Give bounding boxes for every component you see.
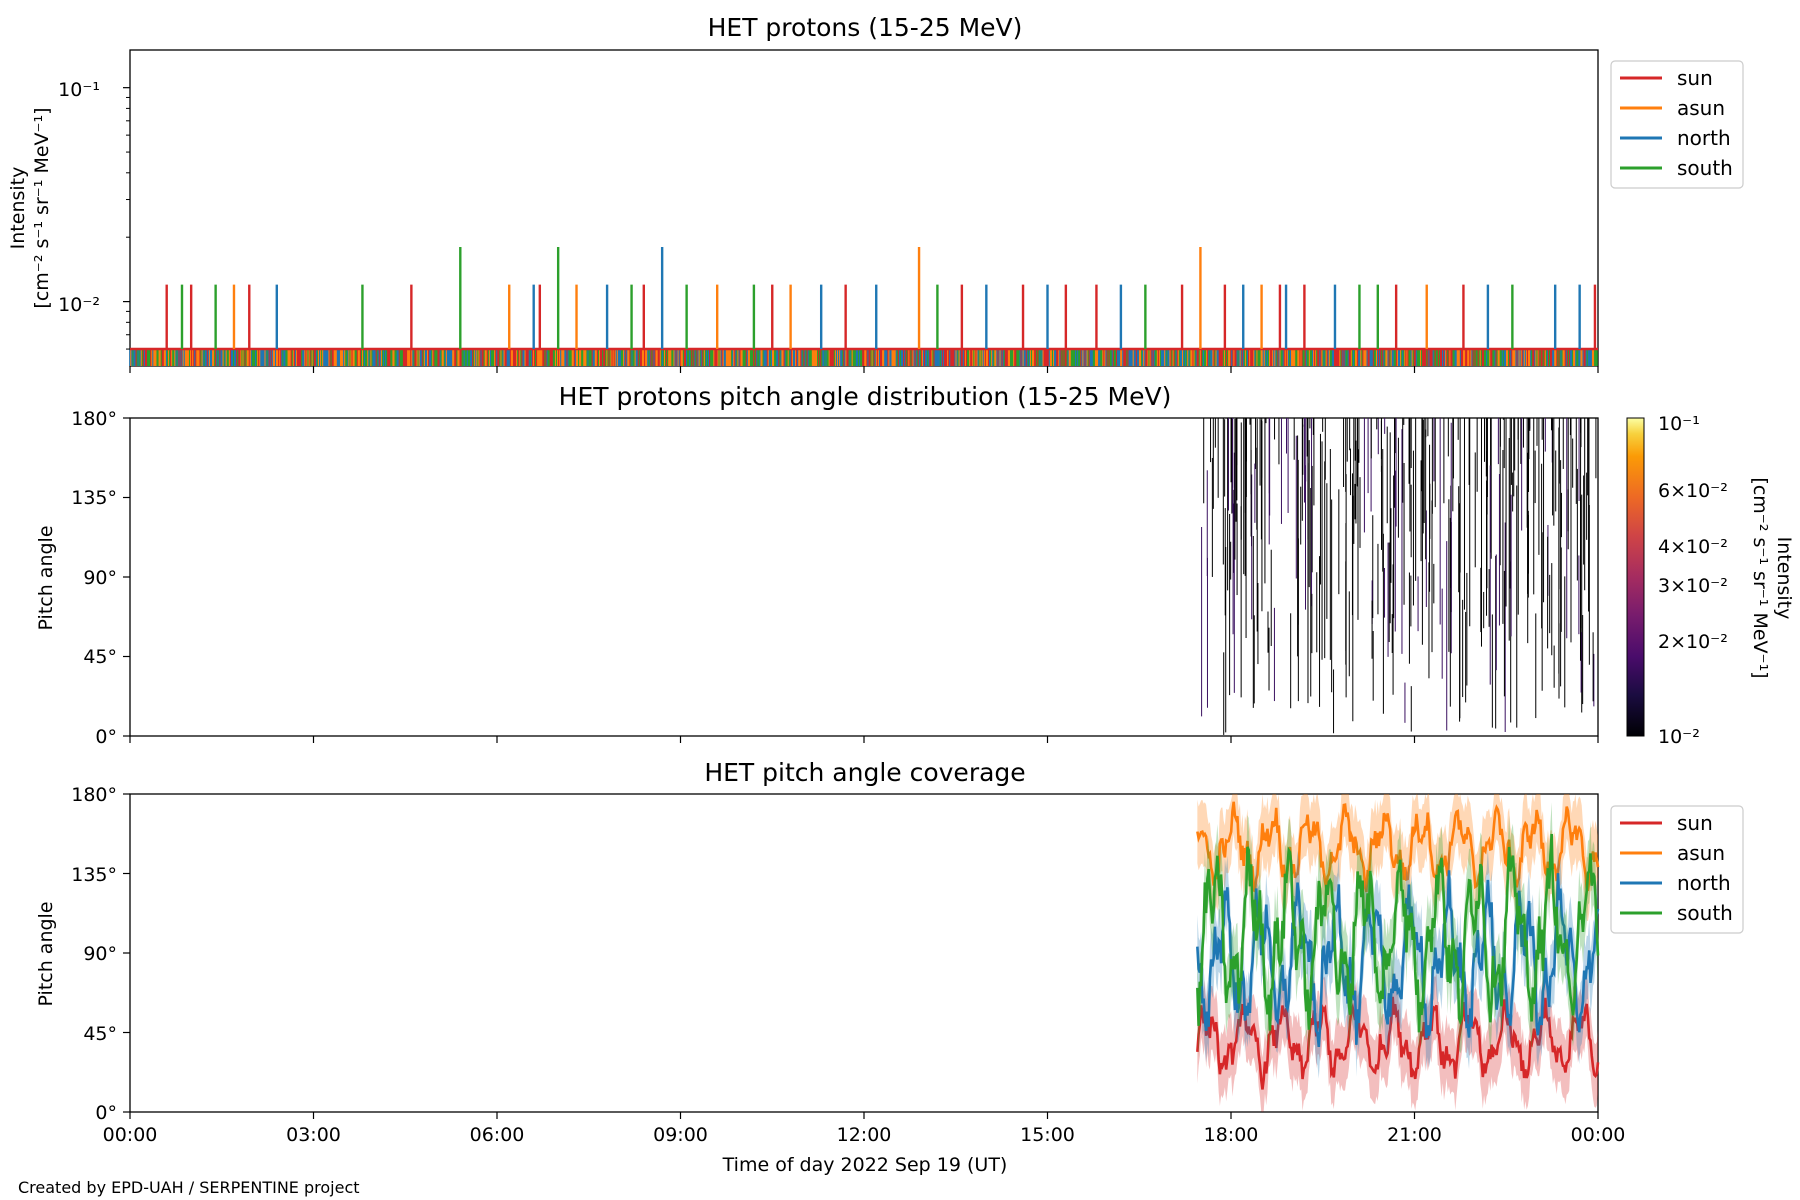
legend-label-south: south: [1677, 901, 1733, 925]
panel3-title: HET pitch angle coverage: [704, 758, 1025, 787]
panel2-ytick-label: 90°: [83, 567, 117, 589]
legend-label-north: north: [1677, 126, 1731, 150]
panel3-series: [123, 793, 1600, 1113]
panel-pitch-coverage: HET pitch angle coverage 0° 45° 90° 135°…: [35, 758, 1744, 1124]
panel-intensity: HET protons (15-25 MeV) 10⁻¹ 10⁻² Intens…: [7, 13, 1744, 367]
panel1-series: [129, 246, 1598, 366]
panel3-ytick-label: 0°: [95, 1102, 117, 1124]
x-axis-ticks: 00:00 03:00 06:00 09:00 12:00 15:00 18:00 21:00…: [103, 366, 1626, 1146]
panel1-frame: [129, 49, 1599, 367]
legend-label-south: south: [1677, 156, 1733, 180]
panel1-ylabel-line2: [cm⁻² s⁻¹ sr⁻¹ MeV⁻¹]: [31, 107, 53, 308]
legend-label-sun: sun: [1677, 66, 1713, 90]
panel1-ylabel-line1: Intensity: [7, 167, 29, 250]
colorbar-tick-label: 3×10⁻²: [1658, 575, 1728, 597]
panel2-ylabel: Pitch angle: [35, 525, 57, 630]
panel2-y-ticks: 0° 45° 90° 135° 180°: [71, 408, 117, 748]
panel3-ytick-label: 180°: [71, 784, 117, 806]
coverage-band-sun: [1197, 964, 1598, 1112]
panel1-y-ticks: 10⁻¹ 10⁻²: [58, 79, 130, 350]
legend-label-asun: asun: [1677, 841, 1725, 865]
x-tick-label: 06:00: [470, 1124, 525, 1146]
colorbar: [1626, 417, 1645, 737]
coverage-line-asun: [1196, 801, 1600, 894]
panel2-ytick-label: 180°: [71, 408, 117, 430]
coverage-band-south: [1197, 802, 1598, 1065]
legend-label-asun: asun: [1677, 96, 1725, 120]
panel1-legend: sun asun north south: [1610, 60, 1744, 189]
panel2-heatmap: [123, 417, 1597, 737]
colorbar-ticks: 10⁻¹ 6×10⁻² 4×10⁻² 3×10⁻² 2×10⁻² 10⁻²: [1658, 413, 1728, 748]
legend-label-north: north: [1677, 871, 1731, 895]
colorbar-tick-label: 2×10⁻²: [1658, 631, 1728, 653]
panel3-ylabel: Pitch angle: [35, 901, 57, 1006]
x-tick-label: 15:00: [1020, 1124, 1075, 1146]
coverage-line-south: [1196, 833, 1600, 1033]
panel1-ytick-label: 10⁻¹: [58, 79, 100, 101]
x-tick-label: 12:00: [837, 1124, 892, 1146]
coverage-line-sun: [1196, 996, 1600, 1090]
colorbar-label-line1: Intensity: [1773, 537, 1795, 620]
colorbar-tick-label: 4×10⁻²: [1658, 536, 1728, 558]
x-tick-label: 03:00: [286, 1124, 341, 1146]
panel2-ytick-label: 0°: [95, 726, 117, 748]
x-axis-label: Time of day 2022 Sep 19 (UT): [722, 1154, 1008, 1176]
panel3-ytick-label: 135°: [71, 864, 117, 886]
colorbar-tick-label: 6×10⁻²: [1658, 480, 1728, 502]
colorbar-label-line2: [cm⁻² s⁻¹ sr⁻¹ MeV⁻¹]: [1749, 477, 1771, 678]
panel2-title: HET protons pitch angle distribution (15…: [559, 382, 1172, 411]
x-tick-label: 18:00: [1204, 1124, 1259, 1146]
panel3-y-ticks: 0° 45° 90° 135° 180°: [71, 784, 117, 1124]
colorbar-tick-label: 10⁻²: [1658, 726, 1700, 748]
panel1-title: HET protons (15-25 MeV): [708, 13, 1023, 42]
panel3-ytick-label: 90°: [83, 943, 117, 965]
x-tick-label: 00:00: [103, 1124, 158, 1146]
panel3-ytick-label: 45°: [83, 1023, 117, 1045]
x-tick-label: 00:00: [1571, 1124, 1626, 1146]
panel-pitch-distribution: HET protons pitch angle distribution (15…: [35, 382, 1795, 748]
x-tick-label: 09:00: [653, 1124, 708, 1146]
credit-text: Created by EPD-UAH / SERPENTINE project: [18, 1178, 360, 1197]
panel1-ytick-label: 10⁻²: [58, 294, 100, 316]
panel2-ytick-label: 45°: [83, 646, 117, 668]
legend-label-sun: sun: [1677, 811, 1713, 835]
panel3-legend: sun asun north south: [1610, 805, 1744, 934]
colorbar-tick-label: 10⁻¹: [1658, 413, 1700, 435]
panel2-ytick-label: 135°: [71, 487, 117, 509]
x-tick-label: 21:00: [1387, 1124, 1442, 1146]
